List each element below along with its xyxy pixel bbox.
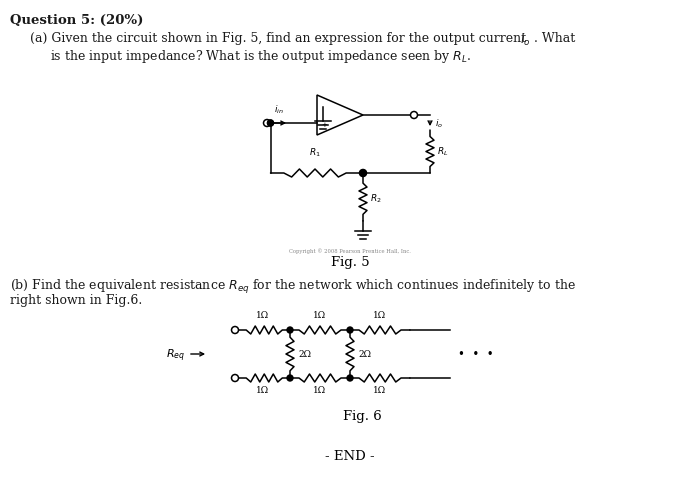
Circle shape	[267, 120, 274, 126]
Text: $i_o$: $i_o$	[520, 32, 531, 48]
Text: 1Ω: 1Ω	[256, 311, 269, 320]
Text: 1Ω: 1Ω	[314, 386, 327, 395]
Text: $R_1$: $R_1$	[309, 146, 321, 159]
Text: Copyright © 2008 Pearson Prentice Hall, Inc.: Copyright © 2008 Pearson Prentice Hall, …	[289, 248, 411, 254]
Text: $R_L$: $R_L$	[437, 145, 449, 158]
Text: •  •  •: • • •	[458, 347, 493, 361]
Circle shape	[410, 111, 417, 119]
Circle shape	[232, 375, 239, 382]
Circle shape	[347, 327, 353, 333]
Text: $R_{eq}$: $R_{eq}$	[166, 348, 185, 364]
Text: Question 5: (20%): Question 5: (20%)	[10, 14, 144, 27]
Text: $R_2$: $R_2$	[370, 192, 382, 205]
Text: (b) Find the equivalent resistance $R_{eq}$ for the network which continues inde: (b) Find the equivalent resistance $R_{e…	[10, 278, 576, 296]
Circle shape	[360, 170, 366, 176]
Text: Fig. 6: Fig. 6	[343, 410, 382, 423]
Circle shape	[287, 375, 293, 381]
Circle shape	[263, 120, 270, 126]
Text: $i_{in}$: $i_{in}$	[274, 104, 284, 116]
Text: $i_o$: $i_o$	[435, 117, 443, 130]
Text: 1Ω: 1Ω	[373, 311, 386, 320]
Text: 2Ω: 2Ω	[298, 349, 311, 359]
Text: +: +	[321, 122, 327, 128]
Circle shape	[360, 170, 367, 176]
Circle shape	[347, 375, 353, 381]
Text: Fig. 5: Fig. 5	[330, 256, 370, 269]
Text: 2Ω: 2Ω	[358, 349, 371, 359]
Text: is the input impedance? What is the output impedance seen by $R_L$.: is the input impedance? What is the outp…	[50, 48, 472, 65]
Text: . What: . What	[534, 32, 575, 45]
Circle shape	[267, 120, 274, 126]
Text: 1Ω: 1Ω	[373, 386, 386, 395]
Circle shape	[232, 327, 239, 333]
Text: (a) Given the circuit shown in Fig. 5, find an expression for the output current: (a) Given the circuit shown in Fig. 5, f…	[30, 32, 530, 45]
Circle shape	[287, 327, 293, 333]
Text: - END -: - END -	[326, 450, 374, 463]
Text: 1Ω: 1Ω	[314, 311, 327, 320]
Text: 1Ω: 1Ω	[256, 386, 269, 395]
Text: right shown in Fig.6.: right shown in Fig.6.	[10, 294, 142, 307]
